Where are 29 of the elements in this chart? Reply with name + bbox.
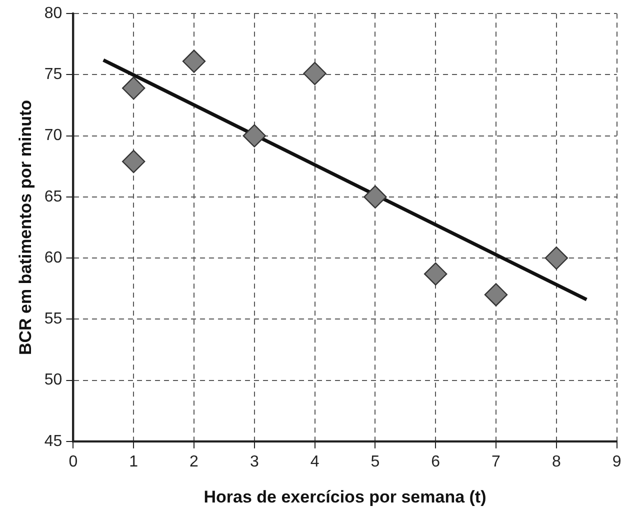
x-axis-title: Horas de exercícios por semana (t): [204, 487, 486, 506]
x-tick-label: 6: [431, 453, 440, 470]
y-axis-title: BCR em batimentos por minuto: [16, 100, 35, 356]
y-tick-label: 75: [44, 66, 62, 84]
y-tick-label: 65: [44, 188, 62, 206]
point: [242, 124, 266, 148]
x-tick-label: 2: [190, 453, 199, 470]
point: [484, 283, 508, 306]
y-tick-label: 45: [44, 432, 62, 450]
point: [182, 50, 206, 73]
x-tick-label: 3: [250, 453, 259, 470]
point: [544, 246, 568, 270]
y-tick-label: 80: [44, 5, 62, 22]
y-tick-label: 50: [44, 372, 62, 389]
point: [424, 262, 448, 286]
y-tick-label: 60: [44, 249, 62, 266]
point: [122, 76, 146, 100]
x-tick-label: 8: [552, 453, 561, 470]
x-tick-label: 0: [68, 453, 78, 470]
x-tick-label: 1: [129, 453, 138, 470]
point: [303, 62, 326, 86]
y-tick-label: 55: [44, 310, 62, 328]
y-tick-label: 70: [44, 127, 62, 144]
x-tick-label: 7: [492, 453, 501, 470]
point: [122, 150, 146, 174]
x-tick-label: 5: [370, 453, 380, 470]
x-tick-label: 4: [310, 453, 320, 470]
x-tick-label: 9: [612, 453, 622, 470]
point: [364, 185, 387, 209]
